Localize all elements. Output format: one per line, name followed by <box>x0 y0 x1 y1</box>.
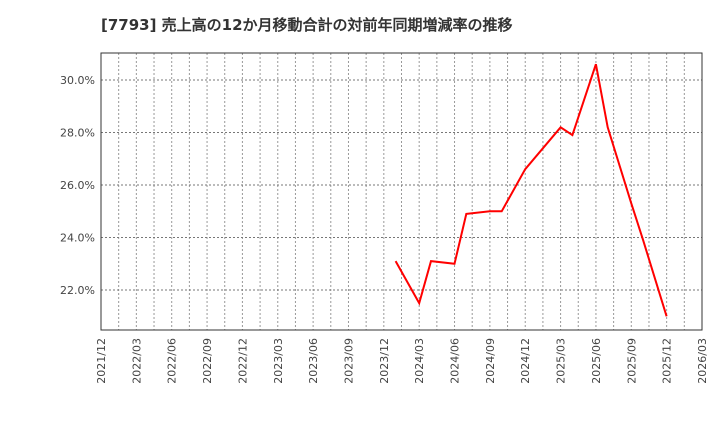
x-tick-label: 2024/06 <box>449 338 462 384</box>
x-tick-label: 2022/12 <box>236 338 249 384</box>
x-tick-label: 2022/06 <box>166 338 179 384</box>
y-tick-label: 26.0% <box>60 179 95 192</box>
x-tick-label: 2023/03 <box>272 338 285 384</box>
x-tick-label: 2022/03 <box>130 338 143 384</box>
x-tick-label: 2023/09 <box>342 338 355 384</box>
series-line <box>394 63 668 317</box>
x-tick-label: 2023/12 <box>378 338 391 384</box>
plot-frame <box>100 52 703 331</box>
y-tick-label: 24.0% <box>60 232 95 245</box>
y-tick-label: 28.0% <box>60 127 95 140</box>
chart-title: [7793] 売上高の12か月移動合計の対前年同期増減率の推移 <box>101 16 513 34</box>
x-tick-label: 2025/09 <box>625 338 638 384</box>
y-tick-label: 22.0% <box>60 284 95 297</box>
x-tick-label: 2022/09 <box>201 338 214 384</box>
x-tick-label: 2025/12 <box>661 338 674 384</box>
x-tick-label: 2024/09 <box>484 338 497 384</box>
x-tick-label: 2025/06 <box>590 338 603 384</box>
x-tick-label: 2023/06 <box>307 338 320 384</box>
x-tick-label: 2026/03 <box>696 338 709 384</box>
x-tick-label: 2024/03 <box>413 338 426 384</box>
y-axis: 22.0% 24.0% 26.0% 28.0% 30.0% <box>60 74 95 297</box>
grid-lines <box>101 53 702 330</box>
data-series <box>394 63 668 317</box>
x-tick-label: 2021/12 <box>95 338 108 384</box>
x-tick-label: 2025/03 <box>555 338 568 384</box>
x-tick-label: 2024/12 <box>519 338 532 384</box>
x-axis: 2021/12 2022/03 2022/06 2022/09 2022/12 2023/… <box>95 338 709 384</box>
y-tick-label: 30.0% <box>60 74 95 87</box>
